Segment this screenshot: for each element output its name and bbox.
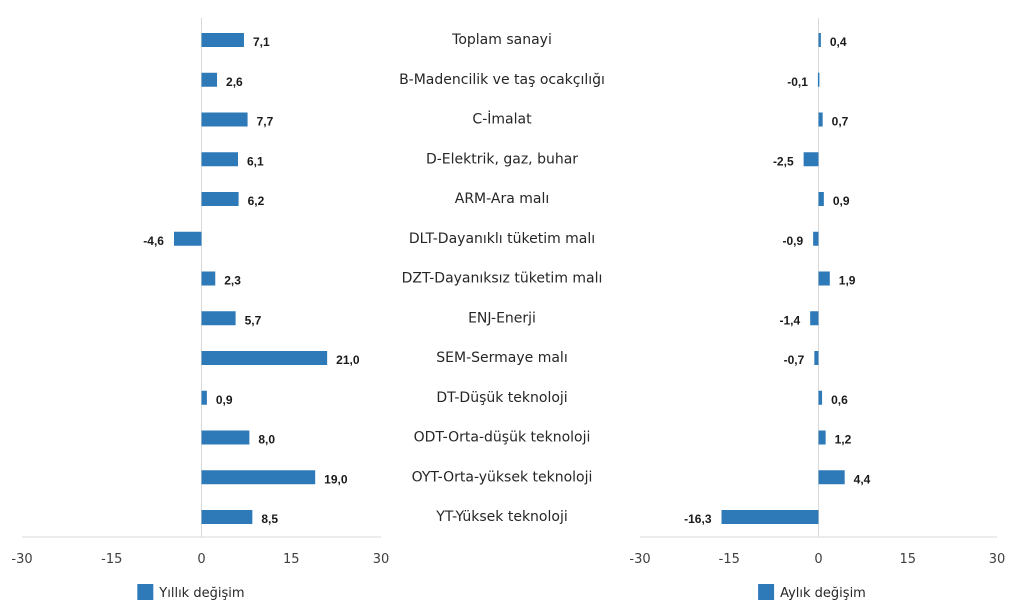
annual-bar [201, 311, 236, 326]
category-label: SEM-Sermaye malı [436, 350, 567, 366]
monthly-bar [803, 152, 819, 167]
monthly-bar [721, 510, 819, 524]
category-label: Toplam sanayi [451, 32, 552, 48]
annual-bar [201, 152, 238, 167]
monthly-tick-label: 30 [989, 552, 1006, 567]
annual-tick-label: -30 [11, 552, 32, 567]
category-label: YT-Yüksek teknoloji [435, 509, 567, 525]
annual-bar [201, 430, 250, 445]
annual-tick-label: 0 [197, 552, 205, 567]
monthly-bar [818, 271, 830, 286]
category-labels: Toplam sanayi B-Madencilik ve taş ocakçıl… [399, 32, 605, 525]
annual-tick-label: 30 [373, 552, 390, 567]
annual-bar [201, 72, 218, 87]
monthly-bar [810, 311, 819, 326]
monthly-data-label: -0,7 [784, 353, 805, 367]
annual-bar [201, 192, 239, 206]
annual-data-label: 21,0 [336, 353, 360, 367]
annual-legend: Yıllık değişim [137, 584, 245, 601]
annual-bar [201, 510, 253, 524]
monthly-change-chart: -30 -15 0 15 30 0,4 -0,1 0,7 -2,5 0,9 -0,9 1,9 -1,4 -… [629, 18, 1005, 601]
monthly-tick-label: -30 [629, 552, 650, 567]
annual-bar [201, 470, 316, 485]
category-label: DLT-Dayanıklı tüketim malı [409, 231, 595, 247]
category-label: DZT-Dayanıksız tüketim malı [402, 271, 603, 287]
category-label: D-Elektrik, gaz, buhar [426, 151, 578, 167]
annual-data-label: 2,3 [224, 274, 241, 288]
monthly-tick-label: -15 [719, 552, 740, 567]
monthly-bar [818, 112, 823, 127]
monthly-data-label: -0,9 [782, 234, 803, 248]
legend-label: Yıllık değişim [158, 586, 244, 601]
annual-bar [201, 33, 244, 47]
category-label: ENJ-Enerji [468, 310, 536, 326]
annual-bar [201, 390, 207, 405]
category-label: OYT-Orta-yüksek teknoloji [412, 469, 593, 485]
monthly-data-label: -0,1 [787, 75, 808, 89]
category-label: B-Madencilik ve taş ocakçılığı [399, 72, 605, 88]
monthly-data-label: -2,5 [773, 154, 794, 168]
monthly-bar [813, 231, 819, 246]
monthly-bar [817, 72, 820, 87]
category-label: C-İmalat [472, 110, 532, 128]
annual-data-label: 7,1 [253, 35, 270, 49]
monthly-data-label: 4,4 [854, 472, 871, 486]
legend-swatch [758, 584, 775, 600]
monthly-data-label: 1,2 [835, 433, 852, 447]
monthly-data-label: 0,6 [831, 393, 848, 407]
monthly-bar [818, 430, 826, 445]
monthly-bar [818, 33, 821, 47]
annual-bar [201, 112, 248, 127]
monthly-bar [818, 390, 823, 405]
monthly-data-label: 1,9 [839, 274, 856, 288]
monthly-data-label: 0,4 [830, 35, 847, 49]
legend-swatch [137, 584, 154, 600]
annual-bar [201, 351, 328, 365]
annual-data-label: 6,1 [247, 154, 264, 168]
monthly-bar [814, 351, 819, 365]
monthly-data-label: -16,3 [684, 512, 712, 526]
monthly-bar [818, 192, 824, 206]
annual-data-label: 6,2 [248, 194, 265, 208]
annual-data-label: 0,9 [216, 393, 233, 407]
category-label: ODT-Orta-düşük teknoloji [414, 430, 591, 446]
annual-bar [173, 231, 202, 246]
annual-data-label: 8,5 [261, 512, 278, 526]
annual-bar [201, 271, 216, 286]
monthly-data-label: 0,7 [832, 115, 849, 129]
annual-tick-label: -15 [101, 552, 122, 567]
annual-data-label: 2,6 [226, 75, 243, 89]
category-label: DT-Düşük teknoloji [436, 390, 567, 406]
annual-data-label: 19,0 [324, 472, 348, 486]
annual-data-label: -4,6 [143, 234, 164, 248]
annual-data-label: 7,7 [257, 115, 274, 129]
annual-data-label: 5,7 [245, 313, 262, 327]
annual-tick-label: 15 [283, 552, 300, 567]
annual-data-label: 8,0 [258, 433, 275, 447]
category-label: ARM-Ara malı [455, 191, 550, 207]
monthly-tick-label: 0 [814, 552, 822, 567]
monthly-bar [818, 470, 845, 485]
monthly-tick-label: 15 [899, 552, 916, 567]
annual-change-chart: -30 -15 0 15 30 7,1 2,6 7,7 6,1 6,2 -4,6 2,3 5,7 21,0… [11, 18, 389, 601]
legend-label: Aylık değişim [780, 586, 866, 601]
monthly-data-label: -1,4 [779, 313, 800, 327]
monthly-data-label: 0,9 [833, 194, 850, 208]
monthly-legend: Aylık değişim [758, 584, 866, 601]
